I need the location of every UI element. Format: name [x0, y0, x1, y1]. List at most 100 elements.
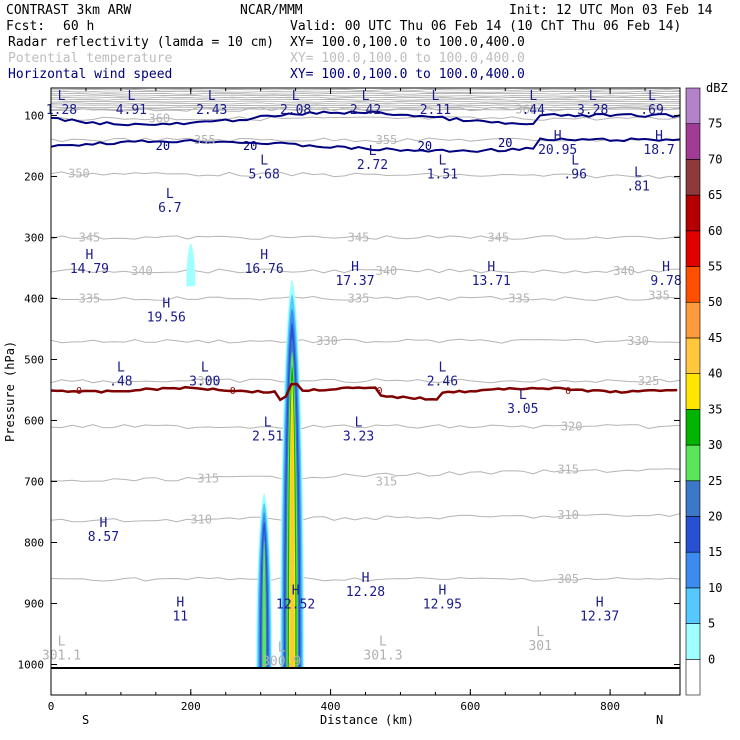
hl-marker-value: 6.7 — [158, 201, 181, 216]
hl-marker-letter: L — [438, 153, 446, 168]
hl-marker-value: 12.28 — [346, 585, 385, 600]
hl-marker-letter: H — [662, 260, 670, 275]
hl-marker-value: .69 — [640, 103, 663, 118]
theta-contour-line — [51, 268, 680, 274]
colorbar-swatch — [685, 551, 701, 589]
hl-marker-letter: H — [554, 129, 562, 144]
freezing-level-label: 0 — [76, 386, 82, 397]
theta-contour-label: 310 — [190, 513, 212, 527]
hl-marker-value: 11 — [172, 610, 188, 625]
colorbar-tick-label: 0 — [708, 652, 715, 666]
hl-marker-value: 3.05 — [507, 402, 538, 417]
hl-marker-value: 12.37 — [580, 610, 619, 625]
hl-marker-value: 3.28 — [577, 103, 608, 118]
strat-isentrope — [51, 92, 680, 95]
theta-contour-label: 335 — [348, 291, 370, 305]
y-tick-label: 900 — [24, 597, 44, 610]
hl-marker-value: 13.71 — [472, 274, 511, 289]
theta-contour-label: 360 — [148, 112, 170, 126]
hl-marker-letter: L — [264, 416, 272, 431]
field-xy-reflectivity: XY= 100.0,100.0 to 100.0,400.0 — [290, 35, 525, 50]
hl-marker-letter: L — [58, 89, 66, 104]
hl-marker-value: 2.42 — [350, 103, 381, 118]
hl-marker-value: .48 — [109, 375, 132, 390]
hl-marker-value: 2.51 — [252, 430, 283, 445]
theta-contour-label: 315 — [376, 474, 398, 488]
theta-contour-label: 335 — [508, 291, 530, 305]
theta-contour-label: 325 — [638, 374, 660, 388]
hl-marker-letter: H — [260, 248, 268, 263]
colorbar-tick-label: 35 — [708, 402, 722, 416]
y-tick-label: 600 — [24, 414, 44, 427]
theta-contour-label: 365 — [515, 102, 537, 116]
colorbar-swatch — [685, 658, 701, 696]
theta-contour-line — [51, 468, 680, 482]
hl-marker-value: 1.51 — [427, 167, 458, 182]
theta-contour-label: 345 — [487, 230, 509, 244]
theta-contour-label: 325 — [197, 374, 219, 388]
theta-contour-labels: 360 365 355 350 345 340 335 330 325 320 315 310 305 3… — [68, 102, 670, 586]
hl-marker-letter: L — [166, 187, 174, 202]
colorbar-swatch — [685, 373, 701, 410]
hl-marker-value: 2.72 — [357, 158, 388, 173]
hl-marker-letter: H — [438, 583, 446, 598]
colorbar-tick-label: 30 — [708, 438, 722, 452]
y-tick-label: 800 — [24, 536, 44, 549]
fcst-label: Fcst: — [6, 19, 45, 34]
strat-isentrope — [51, 100, 680, 103]
hl-marker-letter: L — [519, 388, 527, 403]
x-axis-ticks: 0 200 400 600 800 — [48, 88, 681, 713]
hl-marker-letter: L — [201, 361, 209, 376]
theta-hl-letter: L — [379, 634, 387, 649]
strat-isentrope — [51, 104, 680, 107]
theta-contour-line — [51, 171, 680, 179]
colorbar-swatch — [685, 301, 701, 339]
strat-isentrope — [51, 106, 680, 109]
y-tick-label: 400 — [24, 292, 44, 305]
theta-contour-line — [51, 424, 680, 430]
hl-marker-letter: L — [127, 89, 135, 104]
field-name-wind: Horizontal wind speed — [8, 67, 172, 82]
theta-contour-line — [51, 378, 680, 384]
hl-marker-value: 2.46 — [427, 375, 458, 390]
theta-hl-letter: L — [536, 625, 544, 640]
hl-marker-letter: H — [86, 248, 94, 263]
hl-marker-value: 2.11 — [420, 103, 451, 118]
hl-marker-letter: L — [648, 89, 656, 104]
colorbar-tick-label: 45 — [708, 331, 722, 345]
colorbar-swatch — [685, 87, 701, 125]
hl-marker-letter: H — [487, 260, 495, 275]
hl-marker-letter: L — [634, 165, 642, 180]
theta-contours — [51, 106, 680, 582]
north-label: N — [656, 713, 663, 727]
hl-marker-value: 2.08 — [280, 103, 311, 118]
hl-marker-value: 3.23 — [343, 430, 374, 445]
theta-contour-line — [51, 576, 680, 582]
freezing-level-path — [51, 382, 678, 402]
hl-marker-value: 8.57 — [88, 530, 119, 545]
theta-contour-label: 310 — [557, 508, 579, 522]
y-tick-label: 200 — [24, 170, 44, 183]
hl-marker-value: .81 — [626, 179, 649, 194]
valid-label: Valid: 00 UTC Thu 06 Feb 14 (10 ChT Thu … — [290, 19, 681, 34]
colorbar-swatch — [685, 516, 701, 553]
theta-hl-letter: L — [278, 640, 286, 655]
reflectivity-band — [186, 243, 196, 287]
theta-contour-label: 340 — [613, 264, 635, 278]
theta-contour-label: 330 — [627, 334, 649, 348]
hl-marker-letter: L — [260, 153, 268, 168]
theta-contour-label: 315 — [197, 471, 219, 485]
hl-marker-letter: H — [362, 571, 370, 586]
hl-marker-value: 12.52 — [276, 597, 315, 612]
colorbar-tick-label: 20 — [708, 509, 722, 523]
theta-contour-label: 335 — [648, 288, 670, 302]
colorbar-swatch — [685, 230, 701, 267]
field-xy-wind: XY= 100.0,100.0 to 100.0,400.0 — [290, 67, 525, 82]
hl-marker-letter: L — [362, 89, 370, 104]
theta-hl-value: 301 — [528, 639, 551, 654]
wind-contours — [51, 110, 680, 153]
hl-marker-letter: H — [351, 260, 359, 275]
hl-marker-letter: L — [529, 89, 537, 104]
hl-marker-value: 20.95 — [538, 143, 577, 158]
